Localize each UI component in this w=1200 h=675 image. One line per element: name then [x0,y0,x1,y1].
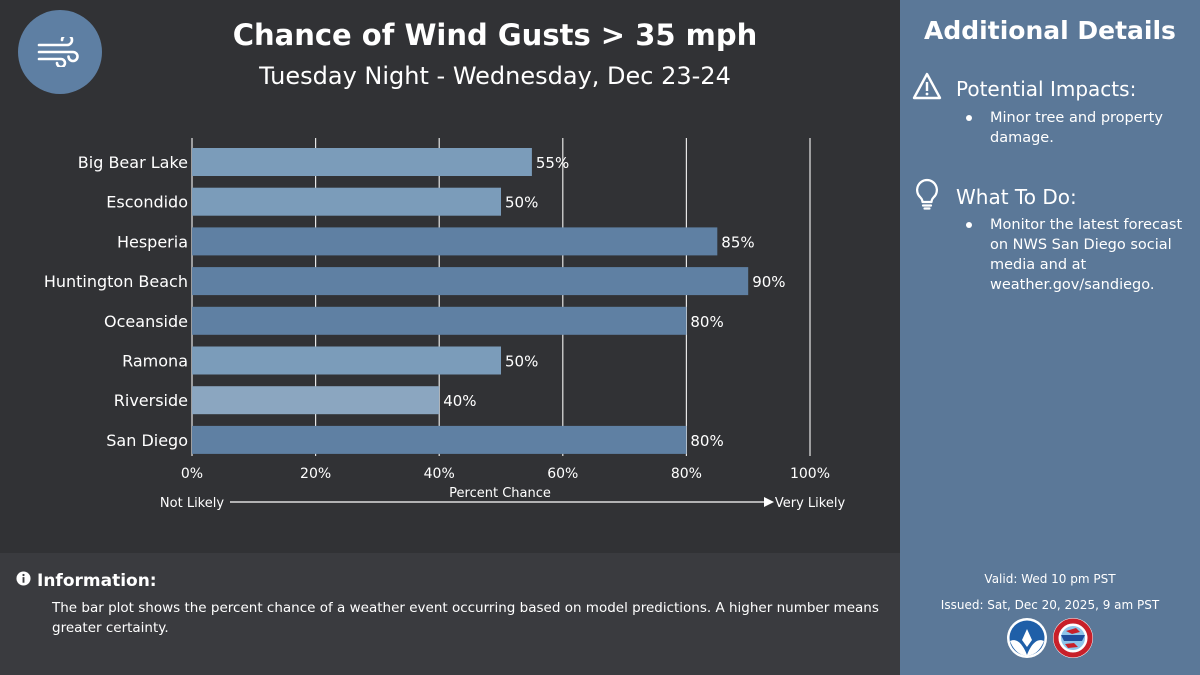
valid-time: Valid: Wed 10 pm PST [984,572,1116,586]
x-tick-label: 0% [181,466,203,482]
x-tick-label: 20% [300,466,331,482]
category-label: Hesperia [117,232,188,251]
chart-bars [192,148,749,454]
x-axis-label: Percent Chance [449,486,551,501]
x-tick-label: 80% [671,466,702,482]
info-heading-text: Information: [37,571,157,591]
category-label: Escondido [106,193,188,212]
x-tick-label: 100% [790,466,830,482]
x-tick-label: 60% [547,466,578,482]
data-label: 85% [721,233,754,251]
side-title: Additional Details [924,16,1176,45]
wind-icon [18,10,102,94]
bar [192,187,501,216]
data-label: 80% [690,432,723,450]
info-icon [16,571,31,591]
bar [192,267,749,296]
category-label: Big Bear Lake [78,153,188,172]
scale-arrow-head [764,497,774,507]
chart-subtitle: Tuesday Night - Wednesday, Dec 23-24 [259,62,731,90]
data-label: 40% [443,392,476,410]
category-label: Huntington Beach [44,272,188,291]
impacts-list: Minor tree and property damage. [962,108,1188,148]
list-item: Monitor the latest forecast on NWS San D… [962,215,1188,295]
bar-chart: 0% 20% 40% 60% 80% 100% Big Bear Lake 55% Escond… [44,138,846,511]
data-label: 50% [505,194,538,212]
information-panel: Information: The bar plot shows the perc… [0,553,900,675]
bar [192,148,532,176]
additional-details-panel: Additional Details Potential Impacts: Mi… [900,0,1200,675]
issued-time: Issued: Sat, Dec 20, 2025, 9 am PST [940,598,1160,612]
todo-heading: What To Do: [912,178,1077,215]
bar [192,346,501,375]
list-item: Minor tree and property damage. [962,108,1188,148]
warning-icon [912,72,942,105]
chart-title: Chance of Wind Gusts > 35 mph [232,18,758,52]
todo-list: Monitor the latest forecast on NWS San D… [962,215,1188,295]
x-tick-label: 40% [424,466,455,482]
data-label: 90% [752,273,785,291]
chart-labels: 0% 20% 40% 60% 80% 100% Big Bear Lake 55% Escond… [44,153,830,482]
category-label: Riverside [114,391,188,410]
category-label: Oceanside [104,312,188,331]
info-heading: Information: [16,571,157,591]
scale-right-label: Very Likely [775,496,846,511]
lightbulb-icon [912,178,942,215]
bar [192,386,440,415]
todo-heading-text: What To Do: [956,184,1077,209]
bar [192,425,687,454]
category-label: Ramona [122,352,188,371]
bar [192,306,687,335]
nws-logo [1052,617,1094,659]
data-label: 50% [505,353,538,371]
impacts-heading: Potential Impacts: [912,72,1136,105]
data-label: 80% [690,313,723,331]
category-label: San Diego [106,431,188,450]
bar [192,227,718,256]
noaa-logo [1006,617,1048,659]
impacts-heading-text: Potential Impacts: [956,76,1137,101]
scale-left-label: Not Likely [160,496,224,511]
data-label: 55% [536,154,569,172]
info-text: The bar plot shows the percent chance of… [52,600,879,636]
main-panel: Chance of Wind Gusts > 35 mph Tuesday Ni… [18,10,846,511]
